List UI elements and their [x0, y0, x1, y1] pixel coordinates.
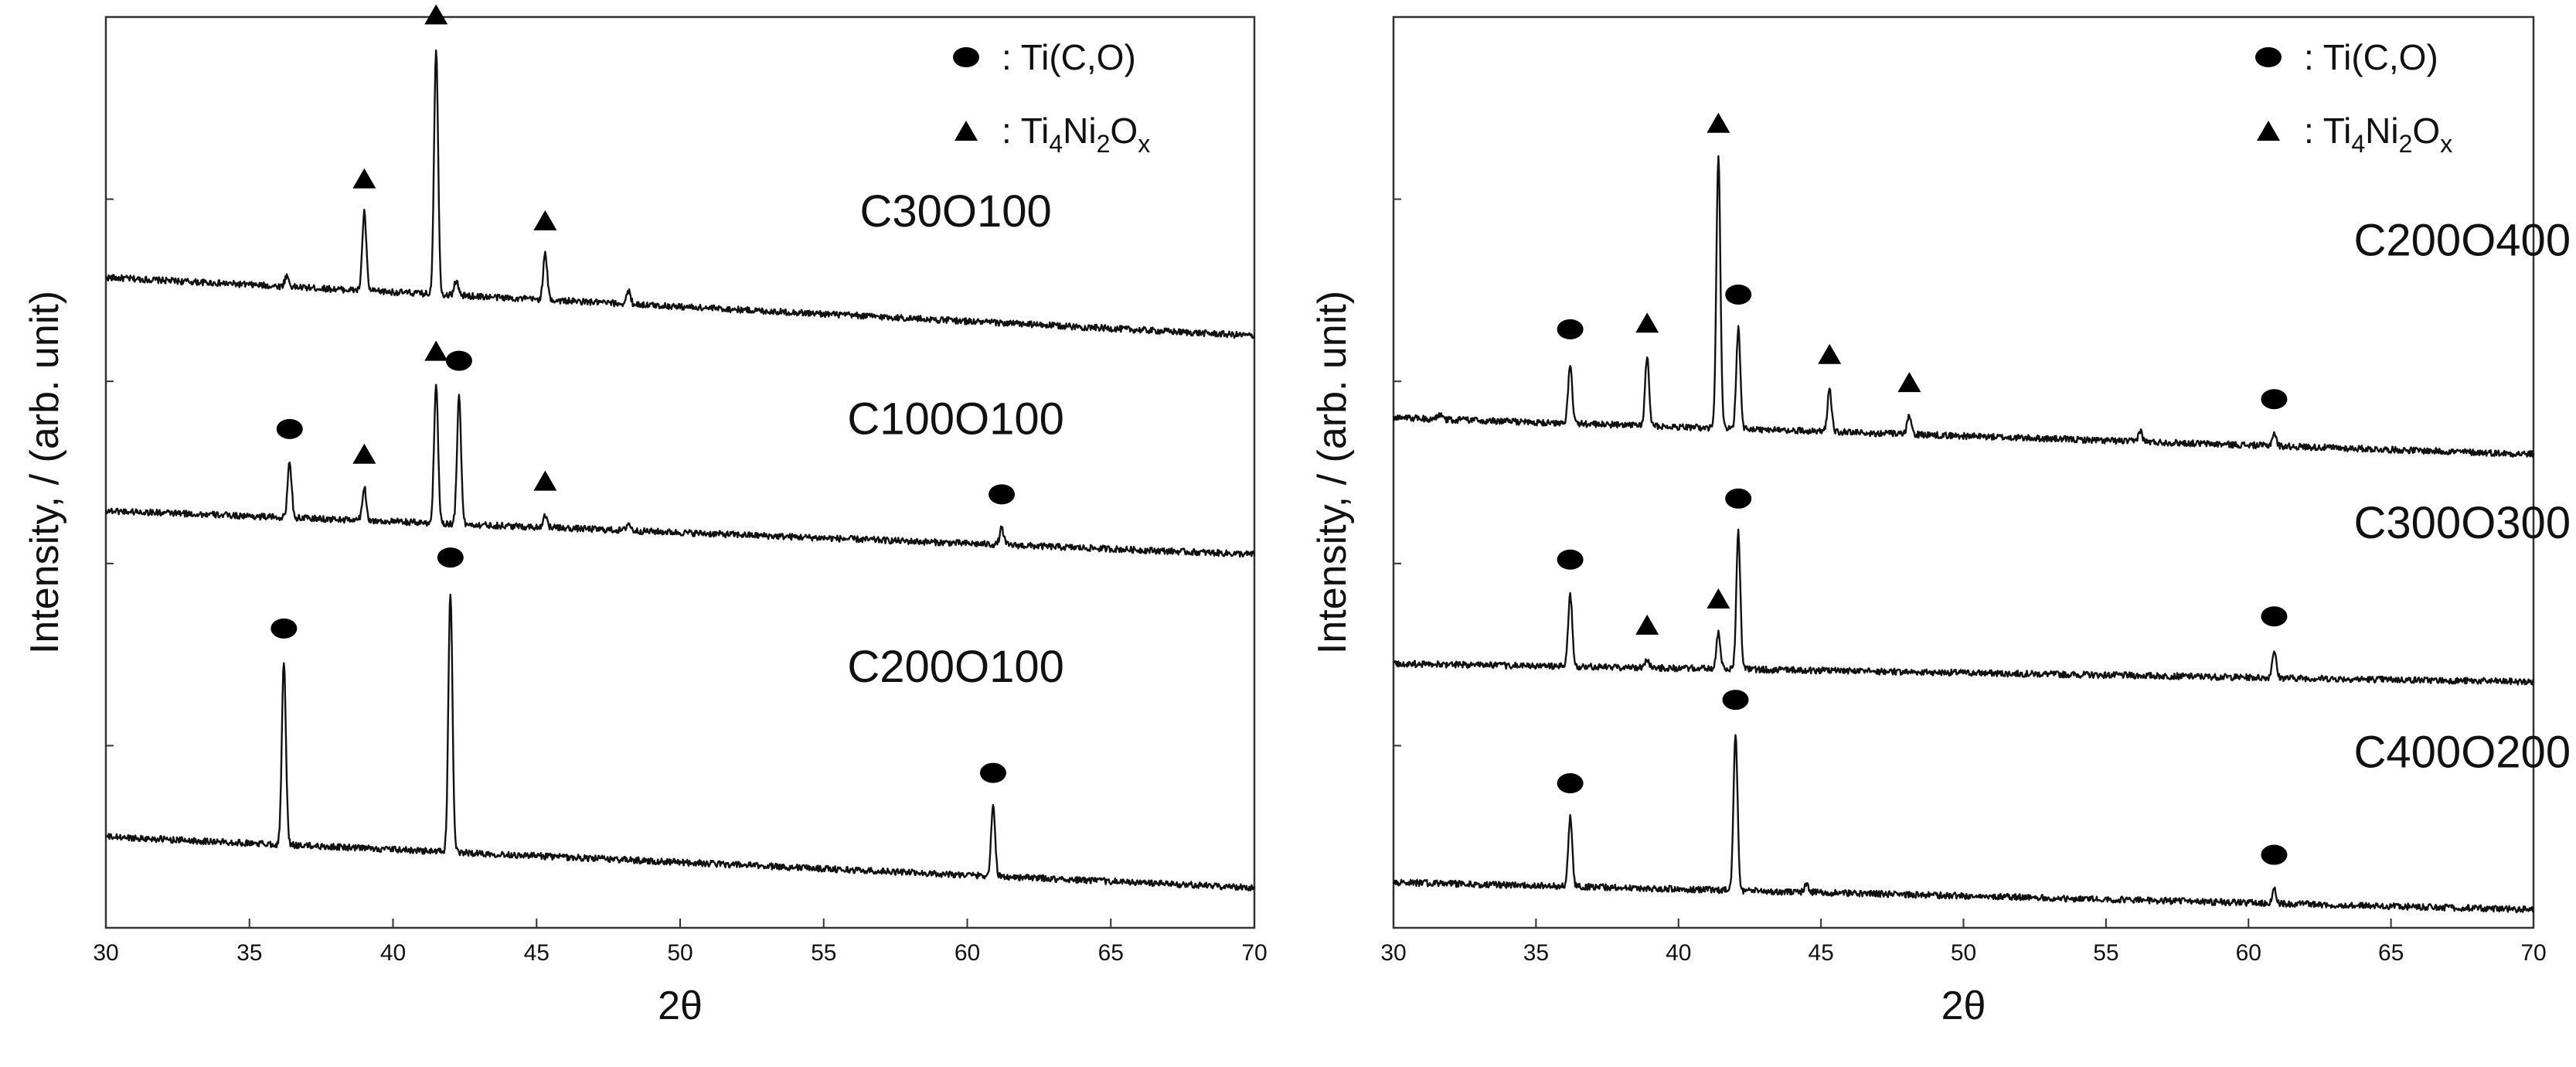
peak-marker-circle	[445, 350, 472, 371]
series-line-c100o100	[104, 384, 1256, 558]
x-tick-label: 60	[2236, 940, 2261, 966]
x-tick-label: 65	[1098, 940, 1124, 966]
peak-marker-triangle	[424, 340, 448, 361]
x-tick-label: 30	[93, 940, 118, 966]
peak-marker-circle	[979, 762, 1006, 783]
x-tick-label: 50	[667, 940, 692, 966]
x-tick-label: 55	[811, 940, 836, 966]
plot-frame	[104, 15, 1256, 929]
peak-marker-circle	[2261, 606, 2288, 627]
peak-marker-triangle	[352, 168, 376, 189]
peak-marker-circle	[1725, 284, 1752, 305]
x-tick-label: 45	[524, 940, 550, 966]
legend: : Ti(C,O) : Ti4Ni2Ox	[2255, 37, 2452, 158]
series-line-c30o100	[104, 49, 1256, 339]
peak-marker-circle	[437, 547, 464, 568]
legend: : Ti(C,O) : Ti4Ni2Ox	[953, 37, 1150, 158]
x-tick-label: 35	[237, 940, 262, 966]
sample-label: C300O300	[2354, 498, 2571, 548]
peak-marker-triangle	[1707, 588, 1730, 608]
legend-circle-label: : Ti(C,O)	[2304, 37, 2438, 77]
x-tick-label: 65	[2378, 940, 2404, 966]
peak-marker-triangle	[1897, 372, 1921, 393]
peak-marker-circle	[271, 618, 298, 639]
peak-marker-triangle	[1635, 614, 1659, 635]
y-axis-title: Intensity, / (arb. unit)	[22, 291, 67, 654]
legend-circle-icon	[953, 47, 979, 67]
peak-marker-triangle	[1818, 343, 1842, 364]
x-axis-title: 2θ	[658, 983, 703, 1028]
series-line-c400o200	[1392, 734, 2534, 914]
peak-marker-circle	[2261, 389, 2288, 410]
peak-marker-circle	[276, 418, 303, 439]
sample-label: C200O100	[847, 642, 1064, 692]
xrd-panel-left: 30 35 40 45 50 55 60 65 70 2θ Intensity, / (arb. u…	[22, 4, 1268, 1028]
x-tick-label: 40	[380, 940, 406, 966]
legend-triangle-label: : Ti4Ni2Ox	[2304, 111, 2452, 158]
x-tick-label: 45	[1808, 940, 1833, 966]
y-axis-title: Intensity, / (arb. unit)	[1310, 291, 1355, 654]
x-tick-label: 55	[2093, 940, 2118, 966]
sample-label: C100O100	[847, 394, 1064, 445]
legend-triangle-label: : Ti4Ni2Ox	[1002, 111, 1150, 158]
peak-marker-triangle	[352, 443, 376, 464]
peak-marker-triangle	[1635, 312, 1659, 333]
x-tick-label: 70	[2520, 940, 2546, 966]
peak-marker-circle	[2261, 844, 2288, 865]
peak-marker-triangle	[533, 470, 557, 491]
peak-marker-triangle	[533, 210, 557, 230]
series-line-c300o300	[1393, 528, 2535, 686]
series-line-c200o400	[1392, 155, 2535, 458]
peak-marker-circle	[1722, 690, 1749, 711]
x-tick-label: 60	[955, 940, 980, 966]
xrd-panel-right: 30 35 40 45 50 55 60 65 70 2θ Intensity, / (arb. u…	[1310, 15, 2571, 1028]
peak-marker-triangle	[424, 4, 448, 25]
x-tick-label: 70	[1241, 940, 1267, 966]
peak-marker-circle	[1725, 488, 1752, 509]
legend-triangle-icon	[2257, 121, 2280, 141]
peak-marker-circle	[1557, 549, 1584, 570]
sample-label: C30O100	[859, 186, 1051, 237]
x-tick-label: 40	[1666, 940, 1691, 966]
sample-label: C200O400	[2354, 216, 2571, 266]
series-line-c200o100	[105, 593, 1256, 891]
x-tick-label: 50	[1951, 940, 1976, 966]
x-tick-label: 35	[1523, 940, 1549, 966]
x-tick-label: 30	[1380, 940, 1406, 966]
peak-marker-circle	[989, 484, 1016, 505]
peak-marker-triangle	[1707, 112, 1730, 133]
legend-circle-label: : Ti(C,O)	[1002, 37, 1136, 77]
peak-marker-circle	[1557, 319, 1584, 339]
legend-triangle-icon	[955, 121, 978, 141]
legend-circle-icon	[2255, 47, 2282, 67]
peak-marker-circle	[1557, 773, 1584, 794]
sample-label: C400O200	[2354, 728, 2571, 778]
x-axis-title: 2θ	[1941, 983, 1986, 1028]
